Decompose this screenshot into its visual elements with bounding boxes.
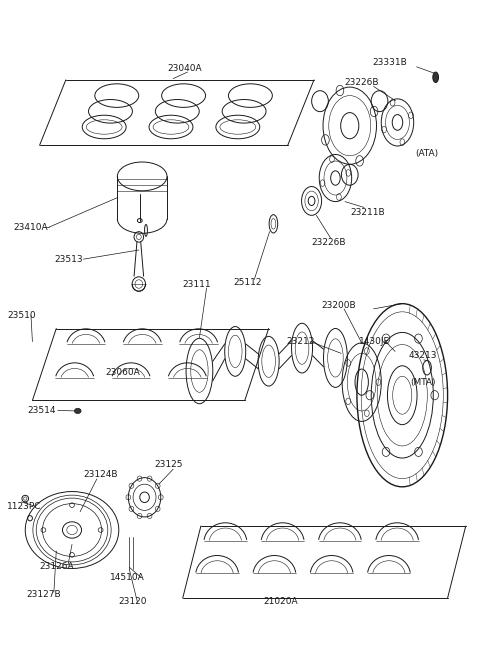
Text: 23331B: 23331B bbox=[372, 58, 408, 67]
Text: 23514: 23514 bbox=[28, 406, 56, 415]
Text: 1123PC: 1123PC bbox=[7, 502, 42, 511]
Text: 43213: 43213 bbox=[408, 351, 437, 361]
Text: 23127B: 23127B bbox=[26, 589, 61, 599]
Text: 23226B: 23226B bbox=[312, 238, 346, 246]
Text: 23040A: 23040A bbox=[168, 64, 202, 73]
Ellipse shape bbox=[433, 72, 439, 83]
Text: 25112: 25112 bbox=[233, 277, 262, 286]
Text: 23060A: 23060A bbox=[106, 369, 140, 378]
Text: 23513: 23513 bbox=[55, 256, 84, 264]
Ellipse shape bbox=[74, 408, 81, 413]
Text: 23126A: 23126A bbox=[39, 562, 74, 571]
Text: 23510: 23510 bbox=[7, 311, 36, 320]
Text: 23111: 23111 bbox=[183, 279, 211, 288]
Text: 23125: 23125 bbox=[154, 460, 182, 469]
Text: (ATA): (ATA) bbox=[416, 148, 439, 158]
Text: 23200B: 23200B bbox=[321, 301, 356, 310]
Text: (MTA): (MTA) bbox=[410, 378, 435, 387]
Text: 23226B: 23226B bbox=[344, 78, 379, 87]
Text: 23211B: 23211B bbox=[351, 208, 385, 217]
Text: 14510A: 14510A bbox=[110, 573, 145, 581]
Text: 23410A: 23410A bbox=[13, 223, 48, 233]
Text: 23212: 23212 bbox=[287, 337, 315, 346]
Text: 23124B: 23124B bbox=[84, 470, 118, 479]
Text: 23120: 23120 bbox=[119, 597, 147, 606]
Text: 1430JE: 1430JE bbox=[360, 337, 390, 346]
Text: 21020A: 21020A bbox=[263, 597, 298, 606]
